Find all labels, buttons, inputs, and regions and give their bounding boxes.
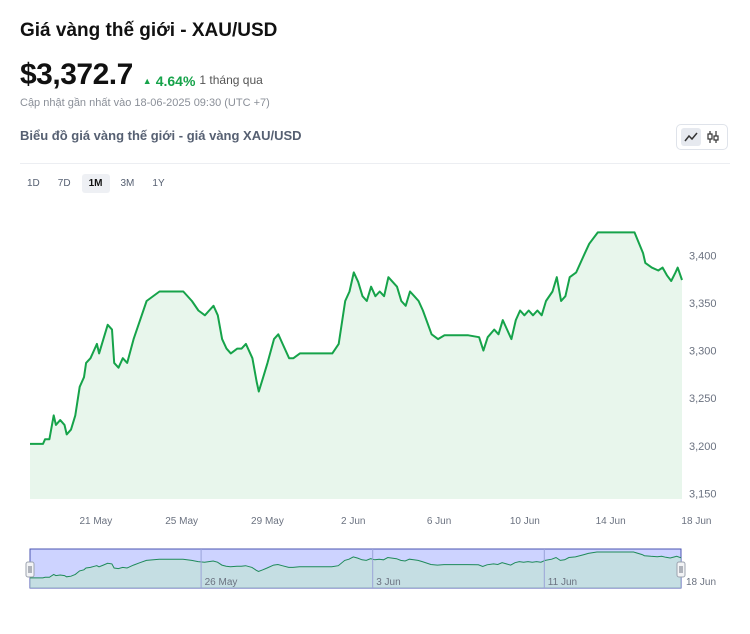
current-price: $3,372.7 bbox=[20, 58, 133, 91]
x-tick-label: 29 May bbox=[251, 516, 284, 527]
candlestick-icon bbox=[707, 131, 719, 143]
price-summary: $3,372.7 ▲ 4.64% 1 tháng qua bbox=[20, 58, 263, 92]
navigator-area bbox=[30, 552, 681, 588]
line-chart-button[interactable] bbox=[681, 128, 701, 146]
price-area bbox=[30, 232, 682, 499]
up-arrow-icon: ▲ bbox=[142, 76, 152, 86]
navigator-label: 3 Jun bbox=[376, 577, 400, 588]
navigator-left-handle[interactable] bbox=[25, 561, 35, 578]
x-tick-label: 18 Jun bbox=[681, 516, 711, 527]
navigator-label: 26 May bbox=[205, 577, 238, 588]
range-7d-button[interactable]: 7D bbox=[57, 178, 71, 189]
x-tick-label: 10 Jun bbox=[510, 516, 540, 527]
time-range-selector: 1D 7D 1M 3M 1Y bbox=[20, 174, 176, 193]
navigator-line bbox=[30, 551, 682, 579]
handle-grip bbox=[25, 561, 35, 578]
x-tick-label: 21 May bbox=[79, 516, 112, 527]
navigator: 26 May 3 Jun 11 Jun 18 Jun bbox=[25, 548, 716, 589]
page-title: Giá vàng thế giới - XAU/USD bbox=[20, 20, 278, 41]
y-tick-label: 3,300 bbox=[689, 346, 717, 358]
range-1y-button[interactable]: 1Y bbox=[152, 178, 165, 189]
main-plot: 3,150 3,200 3,250 3,300 3,350 3,400 21 May 25 M… bbox=[30, 231, 717, 527]
handle-grip bbox=[676, 561, 686, 578]
change-period: 1 tháng qua bbox=[199, 73, 263, 87]
chart-type-toggle bbox=[676, 124, 728, 150]
navigator-label: 11 Jun bbox=[548, 577, 577, 588]
range-1m-button[interactable]: 1M bbox=[81, 174, 110, 193]
navigator-label: 18 Jun bbox=[686, 577, 716, 588]
price-change-percent: 4.64% bbox=[155, 73, 196, 89]
x-tick-label: 2 Jun bbox=[341, 516, 365, 527]
x-tick-label: 6 Jun bbox=[427, 516, 451, 527]
y-tick-label: 3,250 bbox=[689, 393, 717, 405]
header-divider bbox=[20, 163, 730, 164]
x-tick-label: 14 Jun bbox=[596, 516, 626, 527]
y-tick-label: 3,400 bbox=[689, 250, 717, 262]
y-tick-label: 3,350 bbox=[689, 298, 717, 310]
candlestick-button[interactable] bbox=[703, 128, 723, 146]
y-tick-label: 3,200 bbox=[689, 441, 717, 453]
range-1d-button[interactable]: 1D bbox=[27, 178, 40, 189]
y-tick-label: 3,150 bbox=[689, 489, 717, 501]
chart-title: Biểu đồ giá vàng thế giới - giá vàng XAU… bbox=[20, 128, 302, 143]
x-tick-label: 25 May bbox=[165, 516, 198, 527]
range-3m-button[interactable]: 3M bbox=[120, 178, 135, 189]
navigator-right-handle[interactable] bbox=[676, 561, 686, 578]
price-line bbox=[30, 231, 683, 445]
last-updated: Cập nhật gần nhất vào 18-06-2025 09:30 (… bbox=[20, 97, 270, 109]
navigator-window bbox=[29, 548, 682, 589]
line-chart-icon bbox=[684, 132, 698, 142]
price-change: ▲ 4.64% bbox=[143, 73, 196, 89]
